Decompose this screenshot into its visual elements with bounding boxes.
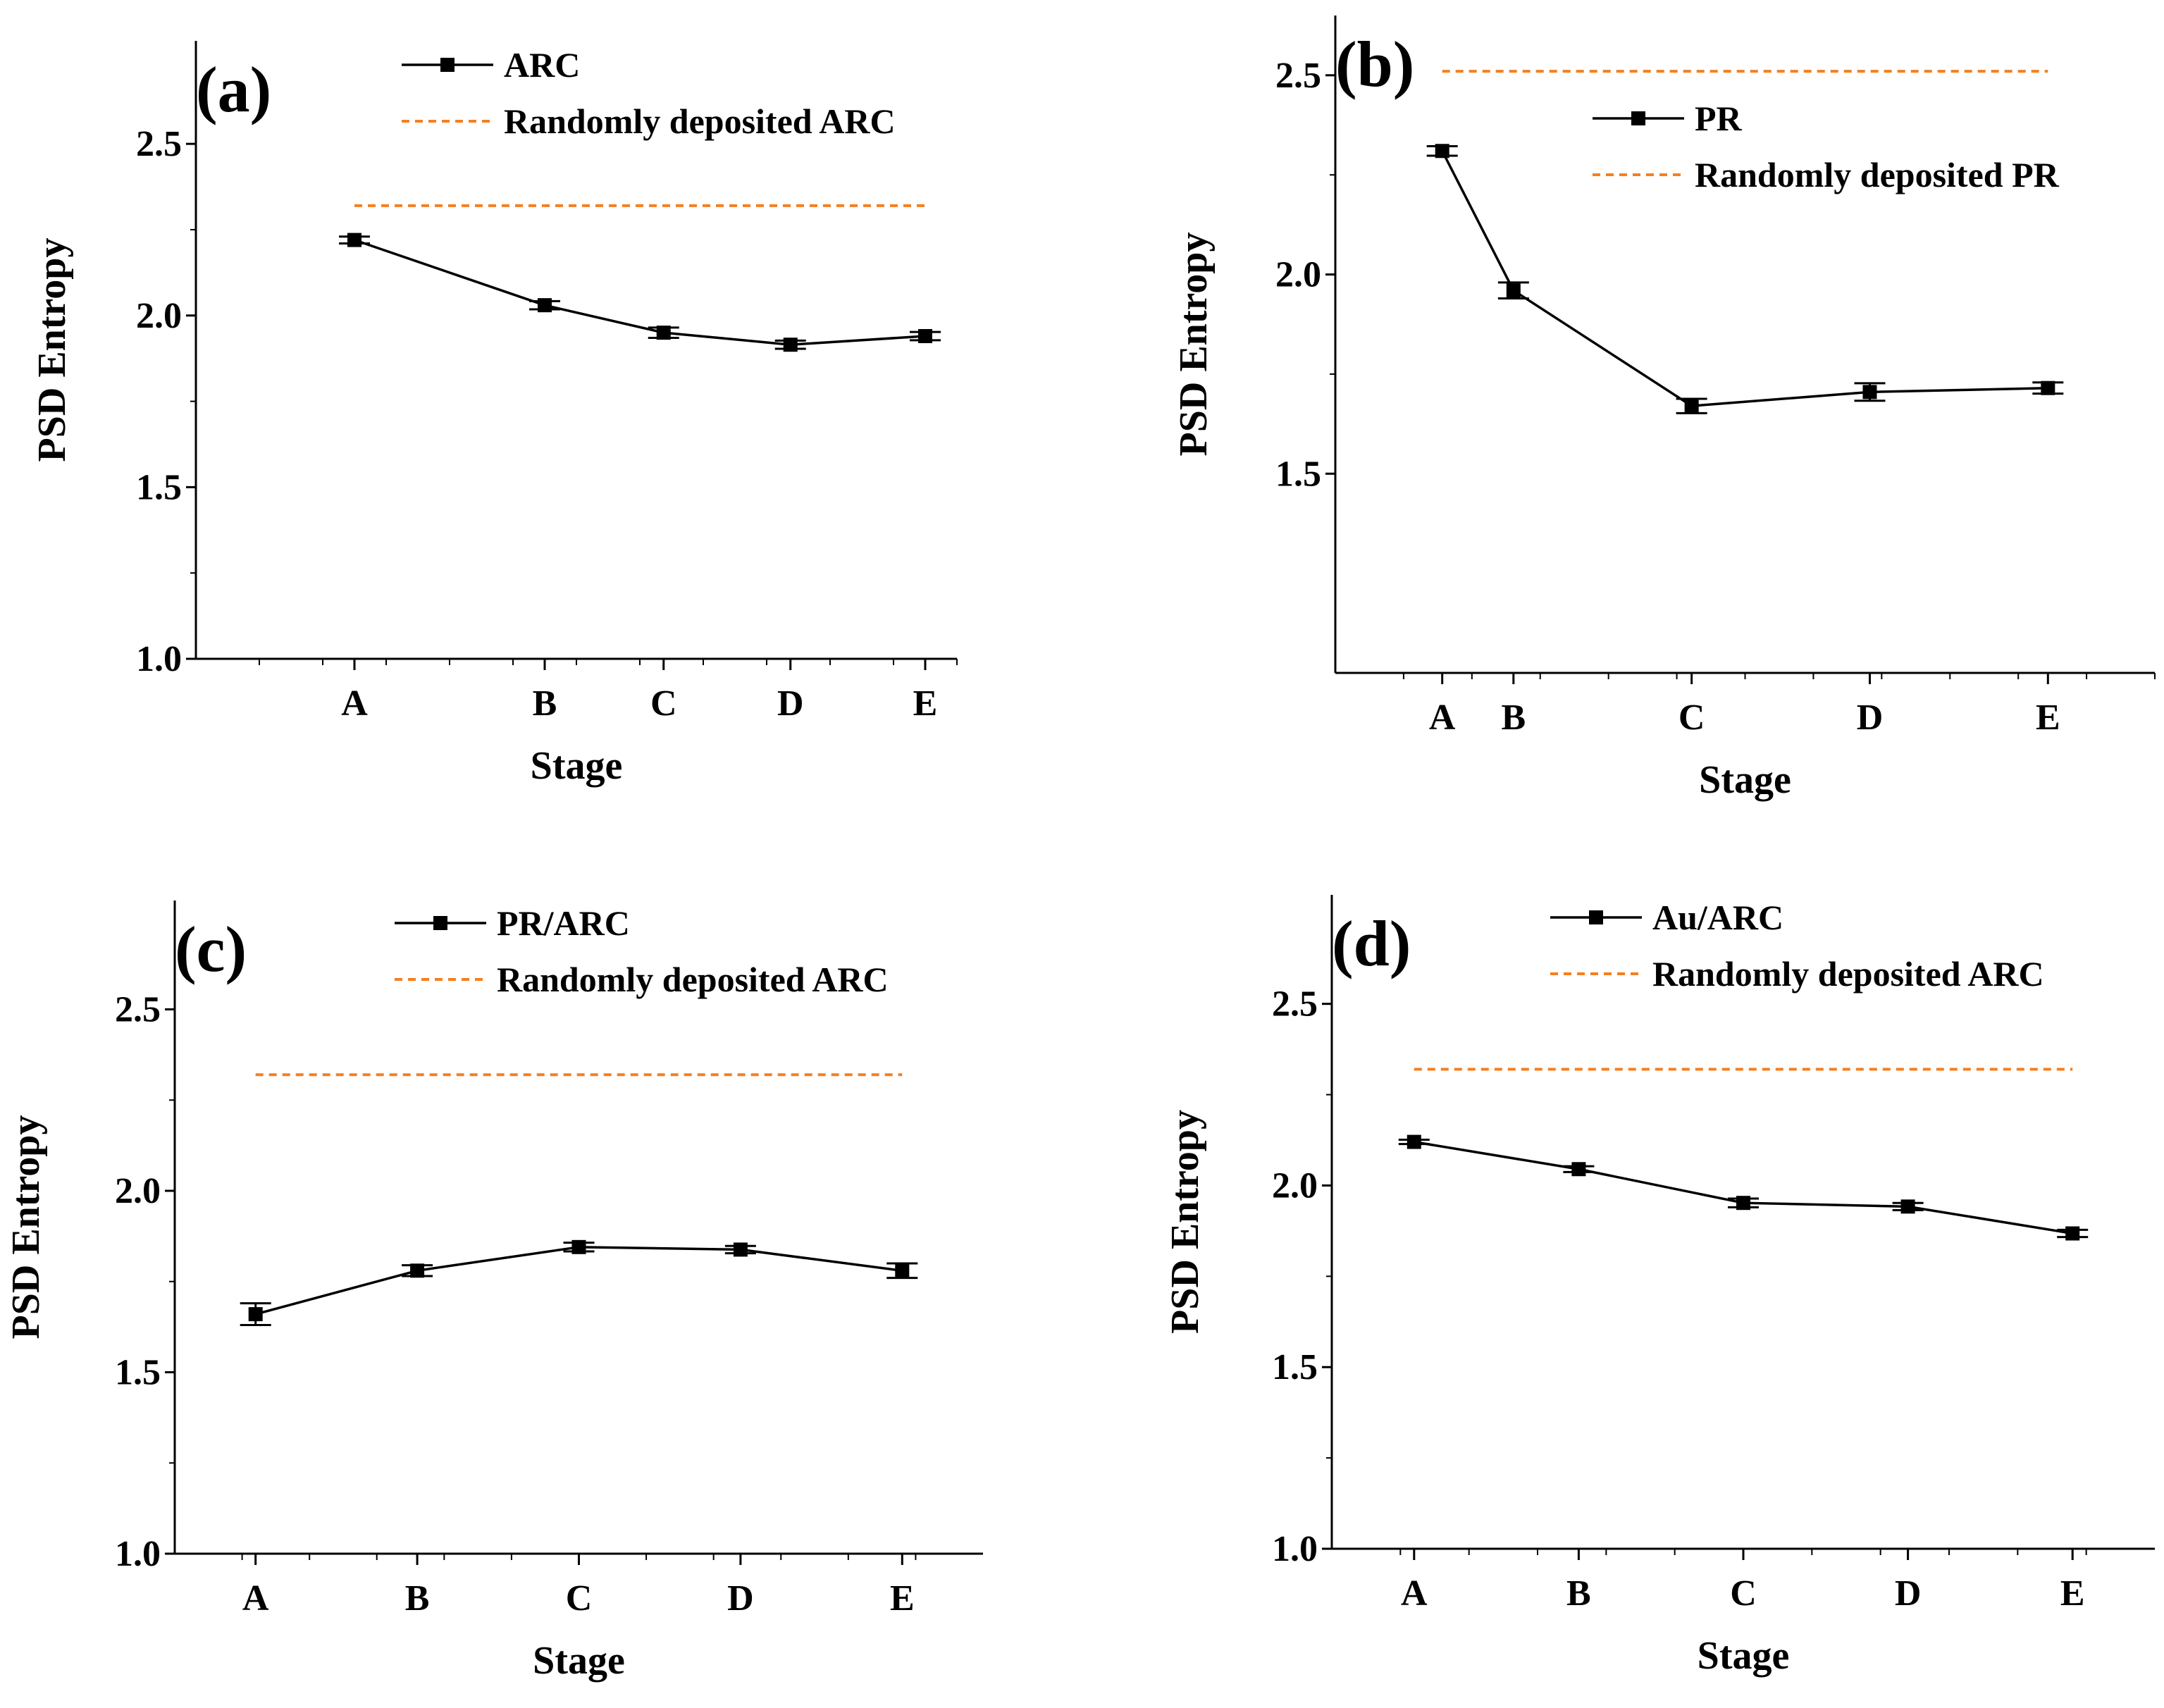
y-axis-title: PSD Entropy [1172, 233, 1216, 457]
legend-label: PR [1695, 99, 1743, 138]
x-tick-label: E [2060, 1573, 2085, 1614]
legend-swatch-marker [433, 916, 447, 930]
data-point [410, 1263, 425, 1278]
data-point [2041, 380, 2055, 395]
data-point [538, 298, 552, 313]
data-point [1862, 385, 1877, 400]
x-tick-label: B [533, 683, 557, 724]
x-tick-label: A [1429, 698, 1456, 738]
legend-label: Randomly deposited ARC [1652, 954, 2044, 994]
x-axis-title: Stage [533, 1639, 625, 1683]
y-tick-label: 1.5 [136, 467, 182, 507]
x-tick-label: C [1678, 698, 1705, 738]
panel-label: (b) [1335, 28, 1414, 100]
panel-label: (c) [175, 913, 247, 985]
y-tick-label: 1.0 [115, 1534, 161, 1574]
x-tick-label: C [650, 683, 677, 724]
data-point [656, 326, 671, 340]
data-point [1900, 1199, 1915, 1214]
y-tick-label: 2.5 [1272, 984, 1318, 1025]
x-axis-title: Stage [1699, 758, 1791, 802]
y-tick-label: 2.0 [115, 1171, 161, 1211]
legend-label: Au/ARC [1652, 898, 1783, 937]
legend-label: Randomly deposited ARC [504, 101, 896, 141]
y-tick-label: 2.5 [115, 990, 161, 1030]
y-tick-label: 1.0 [136, 639, 182, 679]
x-axis-title: Stage [531, 744, 623, 788]
legend-swatch-marker [440, 58, 455, 72]
chart-panel-b: 1.5 2.0 2.5 A B C D E Stage PSD Entropy (b) PR Rando… [1172, 16, 2156, 802]
data-point [347, 233, 361, 247]
y-tick-label: 1.5 [1272, 1347, 1318, 1387]
chart-panel-a: 1.0 1.5 2.0 2.5 A B C D E Stage PSD Entropy (a) ARC R… [30, 41, 958, 788]
data-point [895, 1263, 910, 1278]
data-point [1684, 399, 1699, 414]
x-axis-title: Stage [1698, 1634, 1790, 1678]
x-tick-label: B [405, 1578, 430, 1619]
x-tick-label: A [242, 1578, 269, 1619]
data-point [1435, 144, 1449, 159]
x-tick-label: D [727, 1578, 754, 1619]
data-point [1736, 1196, 1750, 1211]
y-axis-title: PSD Entropy [30, 238, 74, 462]
data-point [918, 329, 932, 344]
x-tick-label: D [1895, 1573, 1922, 1614]
series-line [1414, 1140, 2073, 1235]
y-tick-label: 1.5 [115, 1353, 161, 1393]
legend-swatch-marker [1631, 111, 1645, 125]
x-tick-label: D [1857, 698, 1884, 738]
x-tick-label: A [1401, 1573, 1428, 1614]
y-tick-label: 2.5 [136, 124, 182, 164]
y-tick-label: 2.5 [1275, 56, 1321, 96]
data-point [1571, 1162, 1586, 1177]
legend-label: ARC [504, 45, 580, 85]
data-point [783, 338, 798, 352]
panel-label: (a) [196, 54, 271, 125]
x-tick-label: E [913, 683, 938, 724]
y-tick-label: 1.0 [1272, 1529, 1318, 1569]
series-line [354, 238, 926, 346]
data-point [248, 1307, 263, 1322]
x-tick-label: D [777, 683, 804, 724]
x-tick-label: A [341, 683, 368, 724]
data-point [1406, 1134, 1421, 1149]
y-axis-title: PSD Entropy [4, 1115, 48, 1339]
y-tick-label: 1.5 [1275, 454, 1321, 494]
series-line [255, 1246, 903, 1316]
y-tick-label: 2.0 [136, 296, 182, 336]
data-point [733, 1242, 748, 1257]
data-point [2065, 1226, 2080, 1241]
x-tick-label: B [1566, 1573, 1591, 1614]
x-tick-label: B [1501, 698, 1526, 738]
x-tick-label: E [2036, 698, 2060, 738]
legend-label: Randomly deposited PR [1695, 155, 2060, 194]
panel-label: (d) [1332, 908, 1411, 979]
y-tick-label: 2.0 [1275, 255, 1321, 295]
x-tick-label: C [1730, 1573, 1757, 1614]
legend-swatch-marker [1589, 910, 1603, 924]
data-point [1506, 283, 1521, 298]
legend-label: PR/ARC [497, 903, 630, 943]
y-axis-title: PSD Entropy [1163, 1110, 1207, 1334]
chart-panel-d: 1.0 1.5 2.0 2.5 A B C D E Stage PSD Entropy (d) Au/A… [1163, 895, 2155, 1678]
x-tick-label: C [566, 1578, 593, 1619]
data-point [571, 1239, 586, 1254]
y-tick-label: 2.0 [1272, 1165, 1318, 1206]
legend-label: Randomly deposited ARC [497, 960, 889, 999]
x-tick-label: E [890, 1578, 915, 1619]
chart-panel-c: 1.0 1.5 2.0 2.5 A B C D E Stage PSD Entropy (c) PR/A… [4, 901, 983, 1683]
